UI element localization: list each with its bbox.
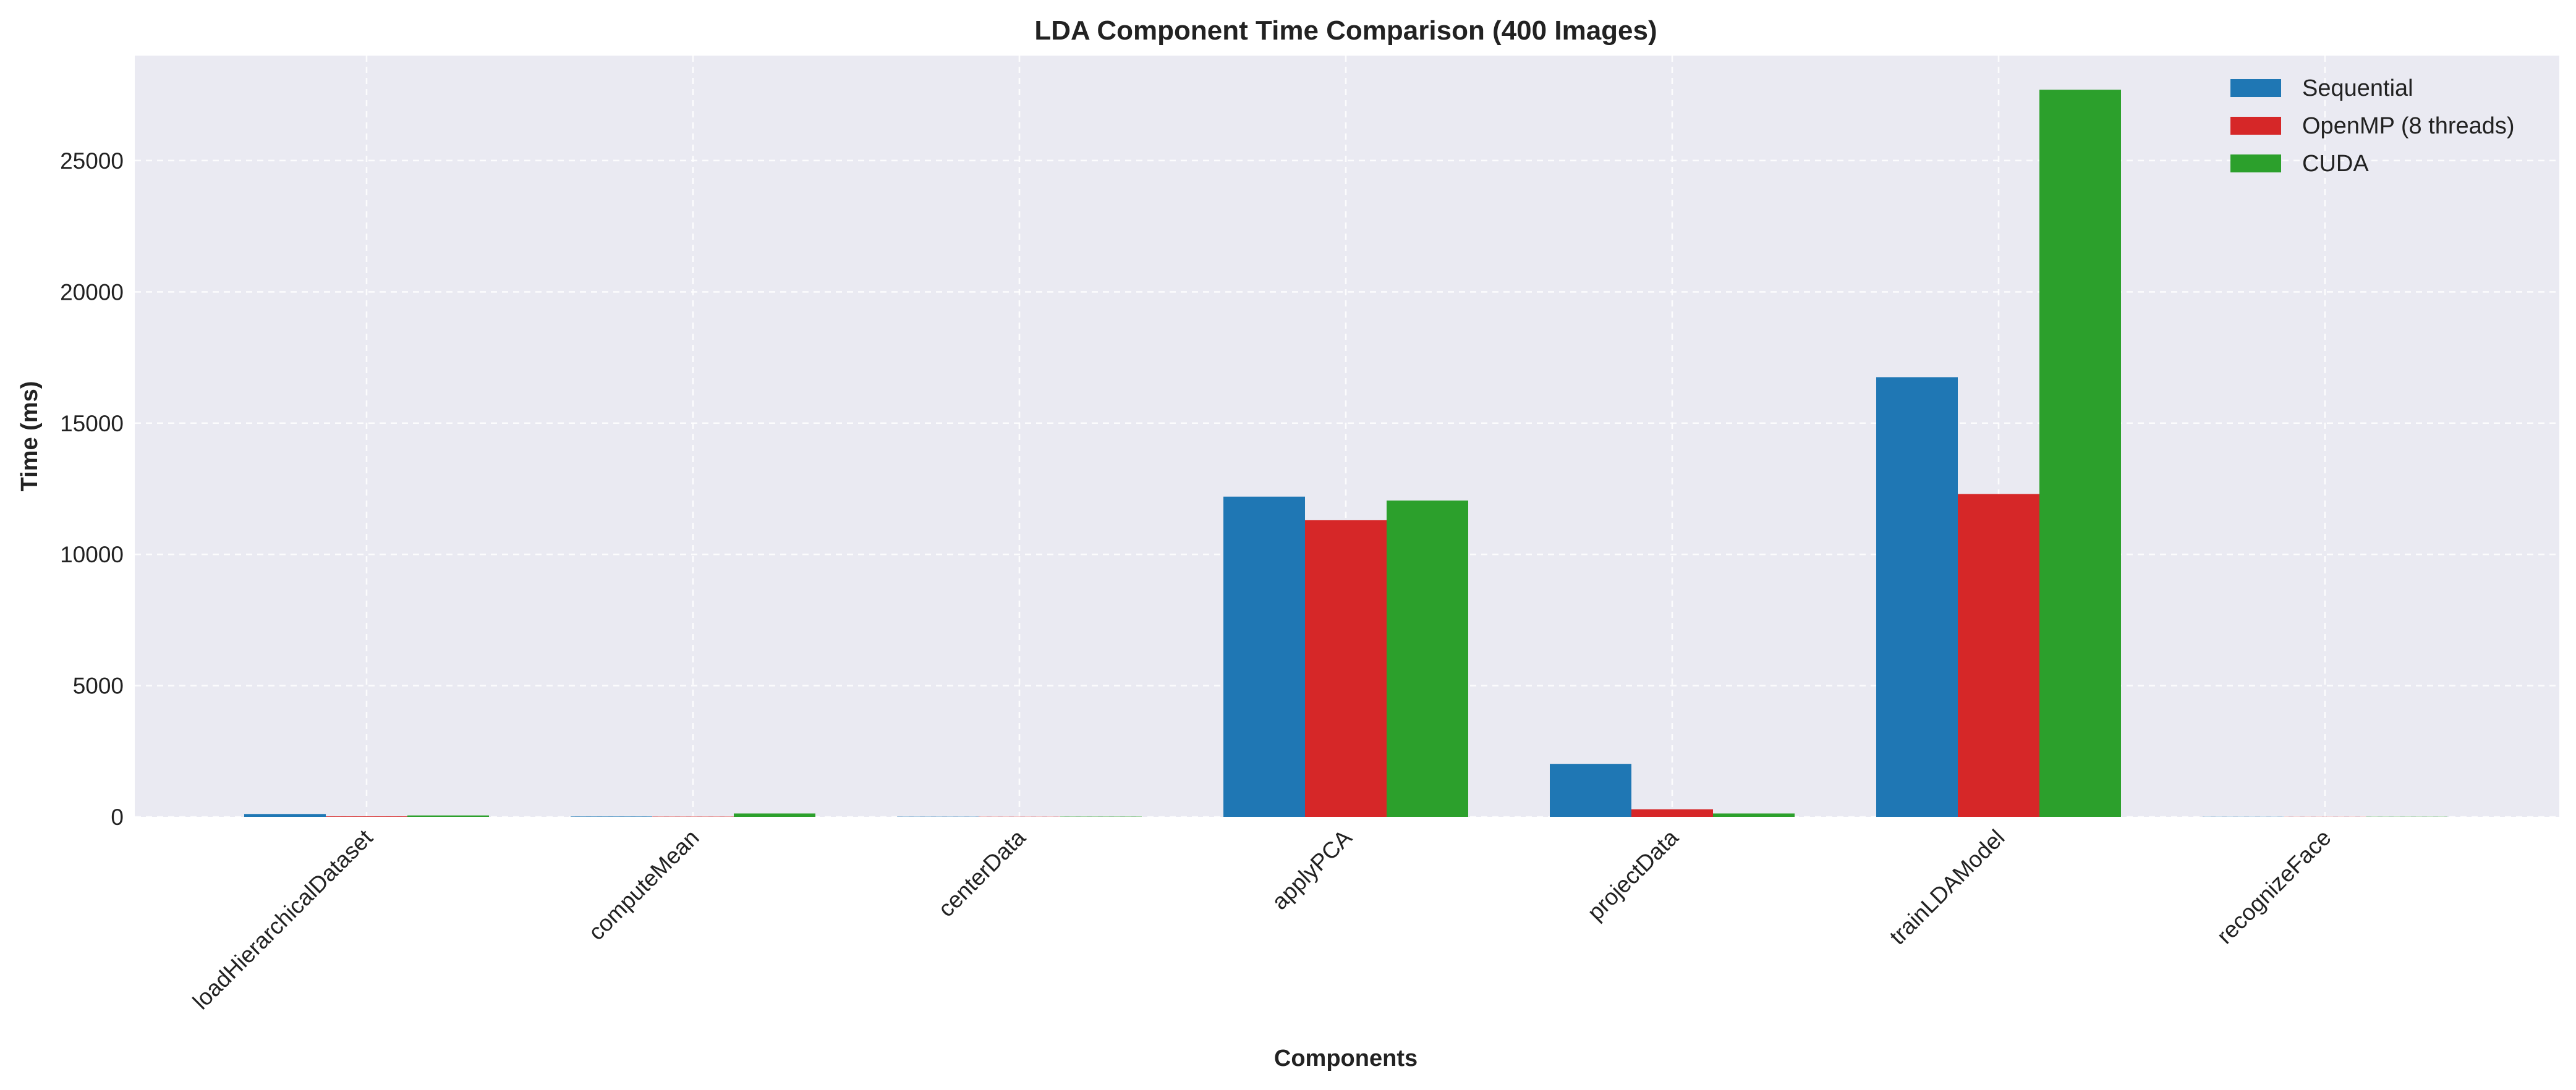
bar [1305,520,1387,817]
y-tick-label: 0 [111,805,124,830]
legend-swatch [2230,154,2281,172]
legend-entry: Sequential [2302,75,2413,101]
y-tick-label: 20000 [60,279,124,305]
bar [1387,501,1468,817]
bar [734,813,815,817]
legend-entry: CUDA [2302,151,2369,177]
bar [1223,496,1305,817]
legend-swatch [2230,117,2281,135]
bar [571,816,652,817]
legend: Sequential OpenMP (8 threads) CUDA [2230,75,2515,177]
legend-entry: OpenMP (8 threads) [2302,113,2515,139]
y-tick-label: 10000 [60,542,124,567]
bar [1876,377,1958,817]
bar [1631,809,1713,817]
bar [2039,90,2121,817]
bars [244,90,2447,817]
y-tick-label: 15000 [60,411,124,436]
chart-title: LDA Component Time Comparison (400 Image… [1034,15,1657,46]
bar [326,816,407,817]
legend-swatch [2230,79,2281,97]
bar [407,815,489,817]
y-axis-ticks: 0 5000 10000 15000 20000 25000 [60,148,124,830]
bar [244,814,326,817]
y-axis-label: Time (ms) [17,381,43,492]
y-tick-label: 25000 [60,148,124,174]
bar [1713,813,1795,817]
bar [1958,494,2039,817]
bar [1550,764,1631,817]
y-tick-label: 5000 [73,674,124,699]
x-axis-label: Components [1274,1046,1418,1071]
